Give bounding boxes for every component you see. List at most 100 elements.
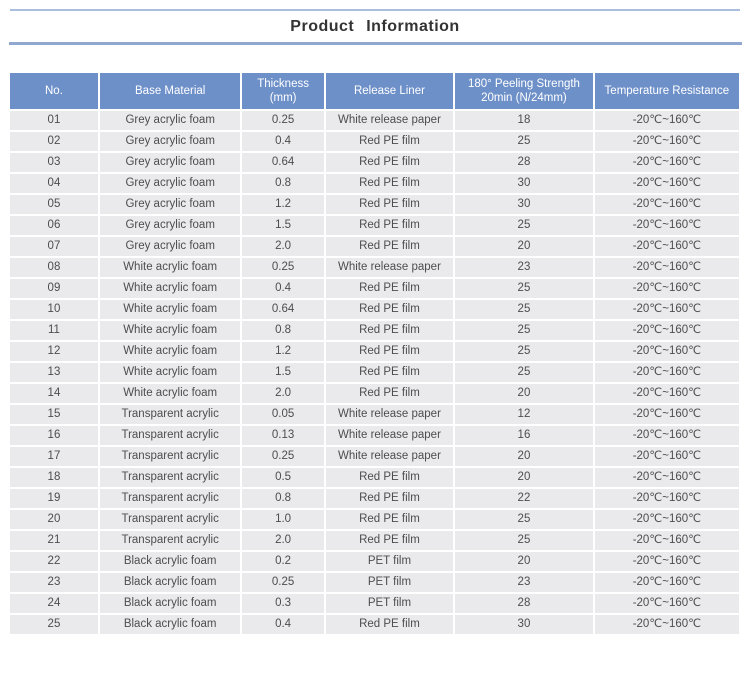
cell-no: 17	[8, 445, 100, 468]
cell-temperature-resistance: -20℃~160℃	[592, 130, 742, 153]
cell-thickness: 0.05	[240, 403, 326, 426]
cell-no: 25	[8, 613, 100, 636]
column-header-base-material: Base Material	[97, 71, 243, 111]
cell-no: 10	[8, 298, 100, 321]
cell-temperature-resistance: -20℃~160℃	[592, 550, 742, 573]
cell-peeling-strength: 28	[453, 151, 595, 174]
cell-no: 08	[8, 256, 100, 279]
cell-thickness: 0.5	[240, 466, 326, 489]
cell-release-liner: White release paper	[323, 445, 456, 468]
cell-base-material: Grey acrylic foam	[97, 130, 243, 153]
column-header-peeling-strength: 180° Peeling Strength 20min (N/24mm)	[453, 71, 595, 111]
cell-release-liner: Red PE film	[323, 151, 456, 174]
cell-peeling-strength: 30	[453, 613, 595, 636]
cell-no: 09	[8, 277, 100, 300]
cell-thickness: 1.2	[240, 193, 326, 216]
cell-release-liner: White release paper	[323, 424, 456, 447]
cell-no: 18	[8, 466, 100, 489]
cell-thickness: 0.64	[240, 151, 326, 174]
cell-base-material: Black acrylic foam	[97, 571, 243, 594]
cell-thickness: 0.8	[240, 319, 326, 342]
table-row: 22 Black acrylic foam 0.2 PET film 20 -20℃~16…	[8, 550, 742, 573]
cell-release-liner: Red PE film	[323, 382, 456, 405]
column-header-release-liner: Release Liner	[323, 71, 456, 111]
cell-peeling-strength: 25	[453, 130, 595, 153]
cell-temperature-resistance: -20℃~160℃	[592, 361, 742, 384]
cell-release-liner: White release paper	[323, 109, 456, 132]
table-row: 21 Transparent acrylic 2.0 Red PE film 25 -20…	[8, 529, 742, 552]
cell-release-liner: PET film	[323, 550, 456, 573]
cell-base-material: White acrylic foam	[97, 319, 243, 342]
cell-temperature-resistance: -20℃~160℃	[592, 424, 742, 447]
cell-thickness: 1.2	[240, 340, 326, 363]
cell-release-liner: Red PE film	[323, 298, 456, 321]
cell-base-material: Grey acrylic foam	[97, 172, 243, 195]
cell-peeling-strength: 16	[453, 424, 595, 447]
cell-thickness: 0.25	[240, 571, 326, 594]
table-header-row: No. Base Material Thickness (mm) Release Li…	[8, 71, 742, 111]
cell-base-material: Transparent acrylic	[97, 508, 243, 531]
cell-release-liner: Red PE film	[323, 277, 456, 300]
cell-temperature-resistance: -20℃~160℃	[592, 319, 742, 342]
cell-temperature-resistance: -20℃~160℃	[592, 235, 742, 258]
cell-release-liner: Red PE film	[323, 340, 456, 363]
table-row: 19 Transparent acrylic 0.8 Red PE film 22 -20…	[8, 487, 742, 510]
cell-temperature-resistance: -20℃~160℃	[592, 298, 742, 321]
cell-temperature-resistance: -20℃~160℃	[592, 508, 742, 531]
cell-base-material: Transparent acrylic	[97, 424, 243, 447]
cell-temperature-resistance: -20℃~160℃	[592, 151, 742, 174]
table-row: 04 Grey acrylic foam 0.8 Red PE film 30 -20℃~…	[8, 172, 742, 195]
cell-peeling-strength: 20	[453, 445, 595, 468]
cell-no: 21	[8, 529, 100, 552]
table-row: 07 Grey acrylic foam 2.0 Red PE film 20 -20℃~…	[8, 235, 742, 258]
cell-no: 11	[8, 319, 100, 342]
cell-no: 23	[8, 571, 100, 594]
cell-thickness: 0.2	[240, 550, 326, 573]
cell-peeling-strength: 20	[453, 466, 595, 489]
cell-no: 07	[8, 235, 100, 258]
cell-no: 12	[8, 340, 100, 363]
cell-thickness: 0.4	[240, 130, 326, 153]
cell-release-liner: Red PE film	[323, 361, 456, 384]
cell-peeling-strength: 25	[453, 214, 595, 237]
cell-release-liner: Red PE film	[323, 508, 456, 531]
table-row: 09 White acrylic foam 0.4 Red PE film 25 -20℃…	[8, 277, 742, 300]
table-row: 16 Transparent acrylic 0.13 White release p…	[8, 424, 742, 447]
cell-no: 22	[8, 550, 100, 573]
cell-release-liner: PET film	[323, 571, 456, 594]
cell-no: 01	[8, 109, 100, 132]
top-divider-line	[10, 9, 740, 11]
cell-temperature-resistance: -20℃~160℃	[592, 487, 742, 510]
cell-peeling-strength: 25	[453, 298, 595, 321]
cell-no: 02	[8, 130, 100, 153]
table-row: 11 White acrylic foam 0.8 Red PE film 25 -20℃…	[8, 319, 742, 342]
cell-temperature-resistance: -20℃~160℃	[592, 529, 742, 552]
cell-no: 16	[8, 424, 100, 447]
cell-peeling-strength: 25	[453, 529, 595, 552]
cell-temperature-resistance: -20℃~160℃	[592, 382, 742, 405]
cell-base-material: White acrylic foam	[97, 340, 243, 363]
cell-base-material: White acrylic foam	[97, 256, 243, 279]
cell-temperature-resistance: -20℃~160℃	[592, 571, 742, 594]
cell-base-material: White acrylic foam	[97, 277, 243, 300]
table-row: 02 Grey acrylic foam 0.4 Red PE film 25 -20℃~…	[8, 130, 742, 153]
cell-peeling-strength: 30	[453, 193, 595, 216]
cell-thickness: 0.25	[240, 256, 326, 279]
cell-base-material: Grey acrylic foam	[97, 235, 243, 258]
cell-base-material: Grey acrylic foam	[97, 214, 243, 237]
cell-peeling-strength: 20	[453, 382, 595, 405]
cell-no: 13	[8, 361, 100, 384]
column-header-no: No.	[8, 71, 100, 111]
table-body: 01 Grey acrylic foam 0.25 White release pap…	[8, 109, 742, 636]
cell-release-liner: Red PE film	[323, 487, 456, 510]
cell-release-liner: Red PE film	[323, 172, 456, 195]
cell-peeling-strength: 25	[453, 319, 595, 342]
cell-thickness: 2.0	[240, 529, 326, 552]
cell-peeling-strength: 30	[453, 172, 595, 195]
cell-peeling-strength: 23	[453, 571, 595, 594]
cell-base-material: Black acrylic foam	[97, 592, 243, 615]
cell-no: 05	[8, 193, 100, 216]
cell-base-material: Transparent acrylic	[97, 529, 243, 552]
page-title: Product Information	[290, 18, 460, 35]
cell-thickness: 1.5	[240, 214, 326, 237]
